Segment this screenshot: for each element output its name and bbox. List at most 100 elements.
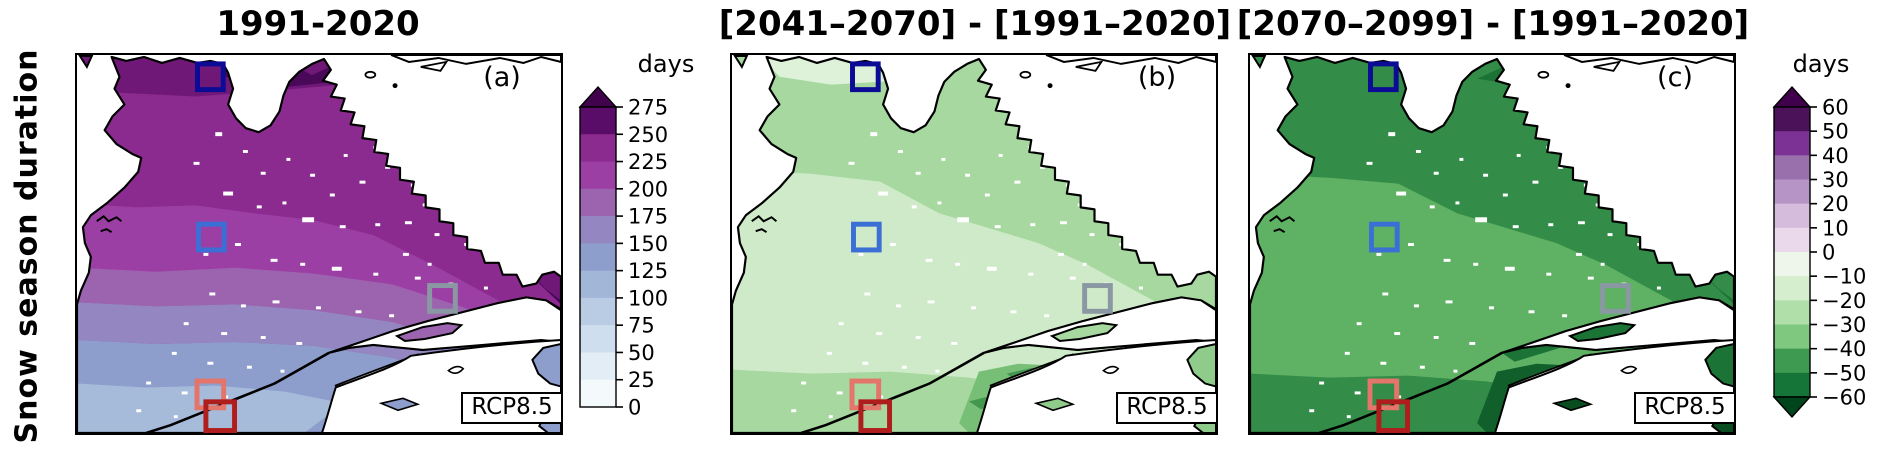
panel-b-letter: (b)	[1137, 62, 1177, 93]
colorbar-band	[580, 134, 616, 163]
lake-speckle	[389, 314, 395, 318]
colorbar-band	[580, 379, 616, 408]
salmon-square-marker	[1367, 378, 1400, 411]
lake-speckle	[203, 252, 209, 256]
lake-speckle	[1443, 258, 1451, 262]
colorbar-left-units: days	[637, 50, 695, 78]
lake-speckle	[1516, 153, 1521, 157]
colorbar-band	[1774, 107, 1810, 132]
lake-speckle	[1354, 391, 1361, 395]
lake-speckle	[235, 243, 241, 246]
lake-speckle	[1455, 201, 1460, 205]
lake-speckle	[1429, 205, 1435, 209]
lake-speckle	[209, 292, 216, 296]
lake-speckle	[183, 322, 189, 326]
coastline	[77, 55, 561, 433]
lake-speckle	[193, 161, 200, 165]
colorbar-band	[580, 107, 616, 135]
lake-speckle	[1346, 415, 1351, 419]
colorbar-arrow-top	[578, 85, 618, 108]
gulf-island	[378, 397, 421, 412]
lake-speckle	[1030, 223, 1036, 227]
map-panel-a	[75, 53, 563, 435]
panel-c-letter: (c)	[1657, 62, 1693, 93]
small-island	[1047, 83, 1053, 89]
lake-speckle	[1010, 310, 1017, 314]
lake-speckle	[136, 409, 142, 413]
small-island	[420, 60, 449, 72]
lake-speckle	[1138, 286, 1143, 290]
lake-speckle	[1344, 351, 1350, 355]
map-svg-b	[732, 55, 1216, 433]
colorbar-right-units: days	[1792, 50, 1850, 78]
lake-speckle	[256, 205, 262, 209]
lake-speckle	[270, 258, 278, 262]
lake-speckle	[404, 221, 412, 225]
colorbar-band	[1774, 372, 1810, 398]
dark-red-square-marker	[858, 399, 893, 433]
scenario-badge-a: RCP8.5	[461, 392, 563, 424]
lake-speckle	[957, 217, 970, 223]
dark-red-square-marker	[1376, 399, 1411, 433]
lake-speckle	[1473, 262, 1479, 266]
colorbar-tick-label: 250	[628, 123, 668, 147]
colorbar-band	[580, 270, 616, 299]
colorbar-tick-label: 40	[1822, 144, 1849, 168]
lake-speckle	[1575, 252, 1582, 256]
lake-speckle	[1475, 217, 1488, 223]
colorbar-band	[1774, 179, 1810, 205]
lake-speckle	[1489, 306, 1494, 310]
colorbar-band	[580, 188, 616, 217]
map-panel-c	[1248, 53, 1736, 435]
coastline	[1250, 55, 1734, 433]
colorbar-tick-label: 225	[628, 150, 668, 174]
lake-speckle	[1413, 304, 1419, 308]
lake-speckle	[272, 300, 280, 304]
lake-speckle	[1380, 361, 1387, 365]
lake-speckle	[355, 310, 362, 314]
lake-speckle	[927, 300, 935, 304]
lake-speckle	[836, 391, 843, 395]
colorbar-band	[580, 352, 616, 381]
lake-speckle	[1453, 369, 1458, 373]
royal-blue-square-marker	[851, 221, 882, 253]
lake-speckle	[373, 272, 379, 276]
anticosti-island	[1049, 322, 1119, 342]
colorbar-tick-label: −20	[1822, 289, 1866, 313]
lake-speckle	[937, 201, 942, 205]
lake-speckle	[862, 361, 869, 365]
belcher-islands-icon	[751, 215, 778, 233]
colorbar-band	[580, 243, 616, 272]
colorbar-tick-label: 125	[628, 259, 668, 283]
lake-speckle	[1607, 233, 1613, 237]
lake-speckle	[1445, 300, 1453, 304]
belcher-islands-icon	[96, 215, 123, 233]
gray-square-marker	[1600, 283, 1631, 314]
lake-speckle	[343, 153, 348, 157]
lake-speckle	[965, 173, 971, 177]
small-island	[1537, 70, 1550, 79]
lake-speckle	[828, 415, 833, 419]
colorbar-tick-label: 0	[628, 396, 641, 416]
lake-speckle	[302, 217, 315, 223]
top-right-land-strip	[1045, 55, 1216, 65]
lake-speckle	[986, 266, 997, 271]
anticosti-island	[394, 322, 464, 342]
lake-speckle	[1577, 221, 1585, 225]
panel-c-title: [2070–2099] - [1991–2020]	[1236, 4, 1750, 44]
colorbar-tick-label: 100	[628, 286, 668, 310]
lake-speckle	[1433, 336, 1439, 339]
lake-speckle	[1656, 286, 1661, 290]
lake-speckle	[223, 191, 234, 196]
colorbar-tick-label: 75	[628, 314, 655, 338]
lake-speckle	[864, 292, 871, 296]
lake-speckle	[941, 157, 946, 161]
lake-speckle	[1356, 322, 1362, 326]
colorbar-band	[1774, 227, 1810, 253]
gulf-island	[1620, 365, 1638, 374]
lake-speckle	[427, 262, 432, 266]
colorbar-tick-label: −40	[1822, 337, 1866, 361]
small-island	[364, 70, 377, 79]
newfoundland-coast	[1186, 342, 1216, 388]
